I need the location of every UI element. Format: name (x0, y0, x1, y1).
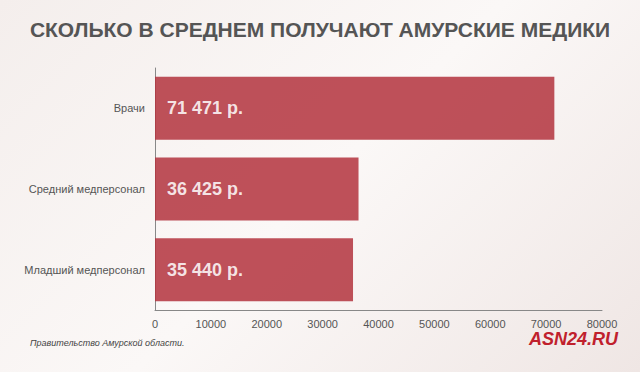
svg-text:Младший медперсонал: Младший медперсонал (24, 264, 145, 276)
svg-text:0: 0 (152, 318, 158, 330)
svg-text:СКОЛЬКО В СРЕДНЕМ ПОЛУЧАЮТ АМУ: СКОЛЬКО В СРЕДНЕМ ПОЛУЧАЮТ АМУРСКИЕ МЕДИ… (30, 18, 610, 41)
svg-text:Правительство Амурской области: Правительство Амурской области. (30, 338, 185, 348)
svg-text:70000: 70000 (531, 318, 562, 330)
svg-text:80000: 80000 (587, 318, 618, 330)
svg-text:20000: 20000 (251, 318, 282, 330)
svg-text:30000: 30000 (307, 318, 338, 330)
svg-text:71 471 р.: 71 471 р. (167, 98, 243, 118)
svg-text:35 440 р.: 35 440 р. (167, 260, 243, 280)
svg-text:50000: 50000 (419, 318, 450, 330)
svg-text:Врачи: Врачи (114, 102, 145, 114)
svg-text:60000: 60000 (475, 318, 506, 330)
svg-text:Средний медперсонал: Средний медперсонал (29, 183, 145, 195)
svg-text:ASN24.RU: ASN24.RU (528, 329, 619, 349)
svg-text:10000: 10000 (196, 318, 227, 330)
svg-text:36 425 р.: 36 425 р. (167, 179, 243, 199)
svg-text:40000: 40000 (363, 318, 394, 330)
